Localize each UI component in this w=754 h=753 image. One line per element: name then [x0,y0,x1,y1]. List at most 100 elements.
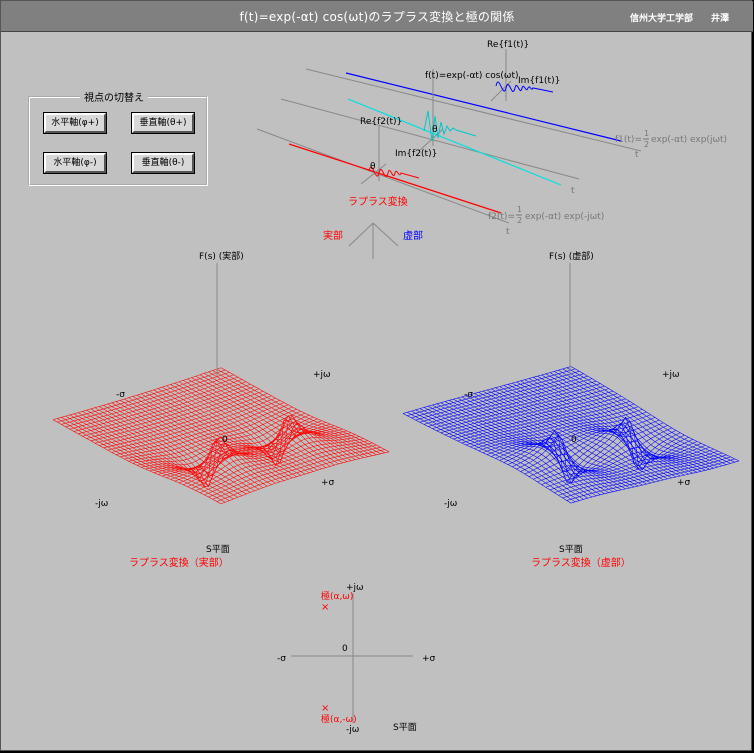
affiliation-label: 信州大学工学部 [629,14,693,24]
imag-part-label: 虚部 [403,229,423,242]
vertical-axis-minus-button[interactable]: 垂直軸(θ-) [132,153,194,173]
imag-pos-jw-label: +jω [662,370,680,380]
mesh-line [411,410,580,501]
mesh-line [99,406,268,487]
mesh-line [482,390,651,484]
mesh-line [141,393,310,474]
title-bar: f(t)=exp(-αt) cos(ωt)のラプラス変換と極の関係 信州大学工学… [1,1,753,32]
s-plane-origin-label: 0 [342,644,348,654]
mesh-line [52,367,222,420]
vertical-axis-plus-button[interactable]: 垂直軸(θ+) [132,113,194,133]
mesh-line [57,418,226,503]
mesh-line [120,404,289,458]
mesh-line [558,369,727,465]
f2-signal-line [288,143,502,214]
mesh-line [153,389,322,470]
mesh-line [407,412,576,503]
f1-formula-prefix: f1(t)= [615,135,642,145]
imag-surface-mesh [402,366,740,504]
author-name: 井澤 [710,14,729,24]
mesh-line [432,404,601,495]
f2-im-axis [360,163,387,185]
mesh-line [191,377,360,459]
mesh-line [436,403,605,494]
view-switch-group: 視点の切替え 水平軸(φ+) 垂直軸(θ+) 水平軸(φ-) 垂直軸(θ-) [28,89,208,186]
mesh-line [174,382,343,464]
mesh-line [195,438,364,491]
f2-half-numerator: 1 [517,205,522,214]
pole-upper-marker: × [321,602,329,613]
real-direction-axis [348,222,374,247]
mesh-line [453,398,622,491]
im-f1-label: Im{f1(t)} [518,76,560,86]
mesh-line [187,378,356,460]
mesh-line [478,392,647,485]
mesh-line [499,386,668,480]
f2-formula-prefix: f2(t)= [488,212,515,222]
mesh-line [73,413,243,496]
real-part-label: 実部 [323,229,343,242]
mesh-line [145,392,314,472]
mesh-line [507,384,677,478]
f2-t-label: t [506,227,510,237]
f1-half-numerator: 1 [644,129,649,138]
f2-time-axis [256,128,510,224]
mesh-line [195,375,364,458]
mesh-line [503,385,672,479]
mesh-line [428,405,597,497]
mesh-line [449,400,618,492]
mesh-line [69,414,238,498]
mesh-line [545,373,714,469]
mesh-line [162,386,331,467]
mesh-line [440,402,609,493]
horizontal-axis-minus-button[interactable]: 水平軸(φ-) [44,153,106,173]
f1-im-axis [490,80,512,102]
mesh-line [115,401,285,481]
mesh-line [183,380,352,461]
mesh-line [541,374,710,470]
f2-half-denominator: 2 [517,216,522,225]
mesh-line [566,367,735,463]
mesh-line [562,368,731,464]
real-fs-label: F(s) (実部) [199,250,244,262]
f1-oscillation [495,81,554,93]
mesh-line [212,370,381,455]
mesh-line [220,367,390,453]
imag-direction-axis [372,222,399,247]
f-theta-label: θ [432,125,438,135]
imag-fs-label: F(s) (虚部) [549,250,594,262]
mesh-line [520,380,689,475]
real-s-plane-label: S平面 [206,544,230,555]
imag-surface-caption: ラプラス変換（虚部） [531,556,631,569]
real-surface-mesh [52,367,390,505]
f1-time-axis [305,68,642,152]
time-domain-plot: Re{f1(t)} Im{f1(t)} f(t)=exp(-αt) cos(ωt… [256,40,727,259]
mesh-line [65,415,234,500]
mesh-line [90,408,259,490]
mesh-line [57,369,226,423]
mesh-line [136,394,306,475]
s-plane-neg-jw-label: -jω [346,725,359,735]
real-part-surface-plot: F(s) (実部) +jω -σ 0 +σ -jω S平面 ラプラス変換（実部） [52,250,390,569]
f1-formula-suffix: exp(-αt) exp(jωt) [651,135,727,145]
mesh-line [554,371,723,467]
f-oscillation [423,110,477,142]
mesh-line [111,402,280,483]
pole-lower-marker: × [321,703,329,714]
mesh-line [178,381,348,462]
pole-upper-label: 極(α,ω) [321,590,353,602]
mesh-line [419,408,588,499]
mesh-line [465,395,635,488]
mesh-line [423,407,593,498]
mesh-line [444,401,614,492]
horizontal-axis-plus-button[interactable]: 水平軸(φ+) [44,113,106,133]
f-time-axis [280,98,580,180]
s-plane-diagram: +jω 極(α,ω) × -σ 0 +σ × 極(α,-ω) -jω S平面 [277,583,436,735]
f1-t-label: t [635,150,639,160]
mesh-line [115,402,285,455]
mesh-line [157,422,327,487]
mesh-line [537,375,706,471]
mesh-line [166,385,335,466]
